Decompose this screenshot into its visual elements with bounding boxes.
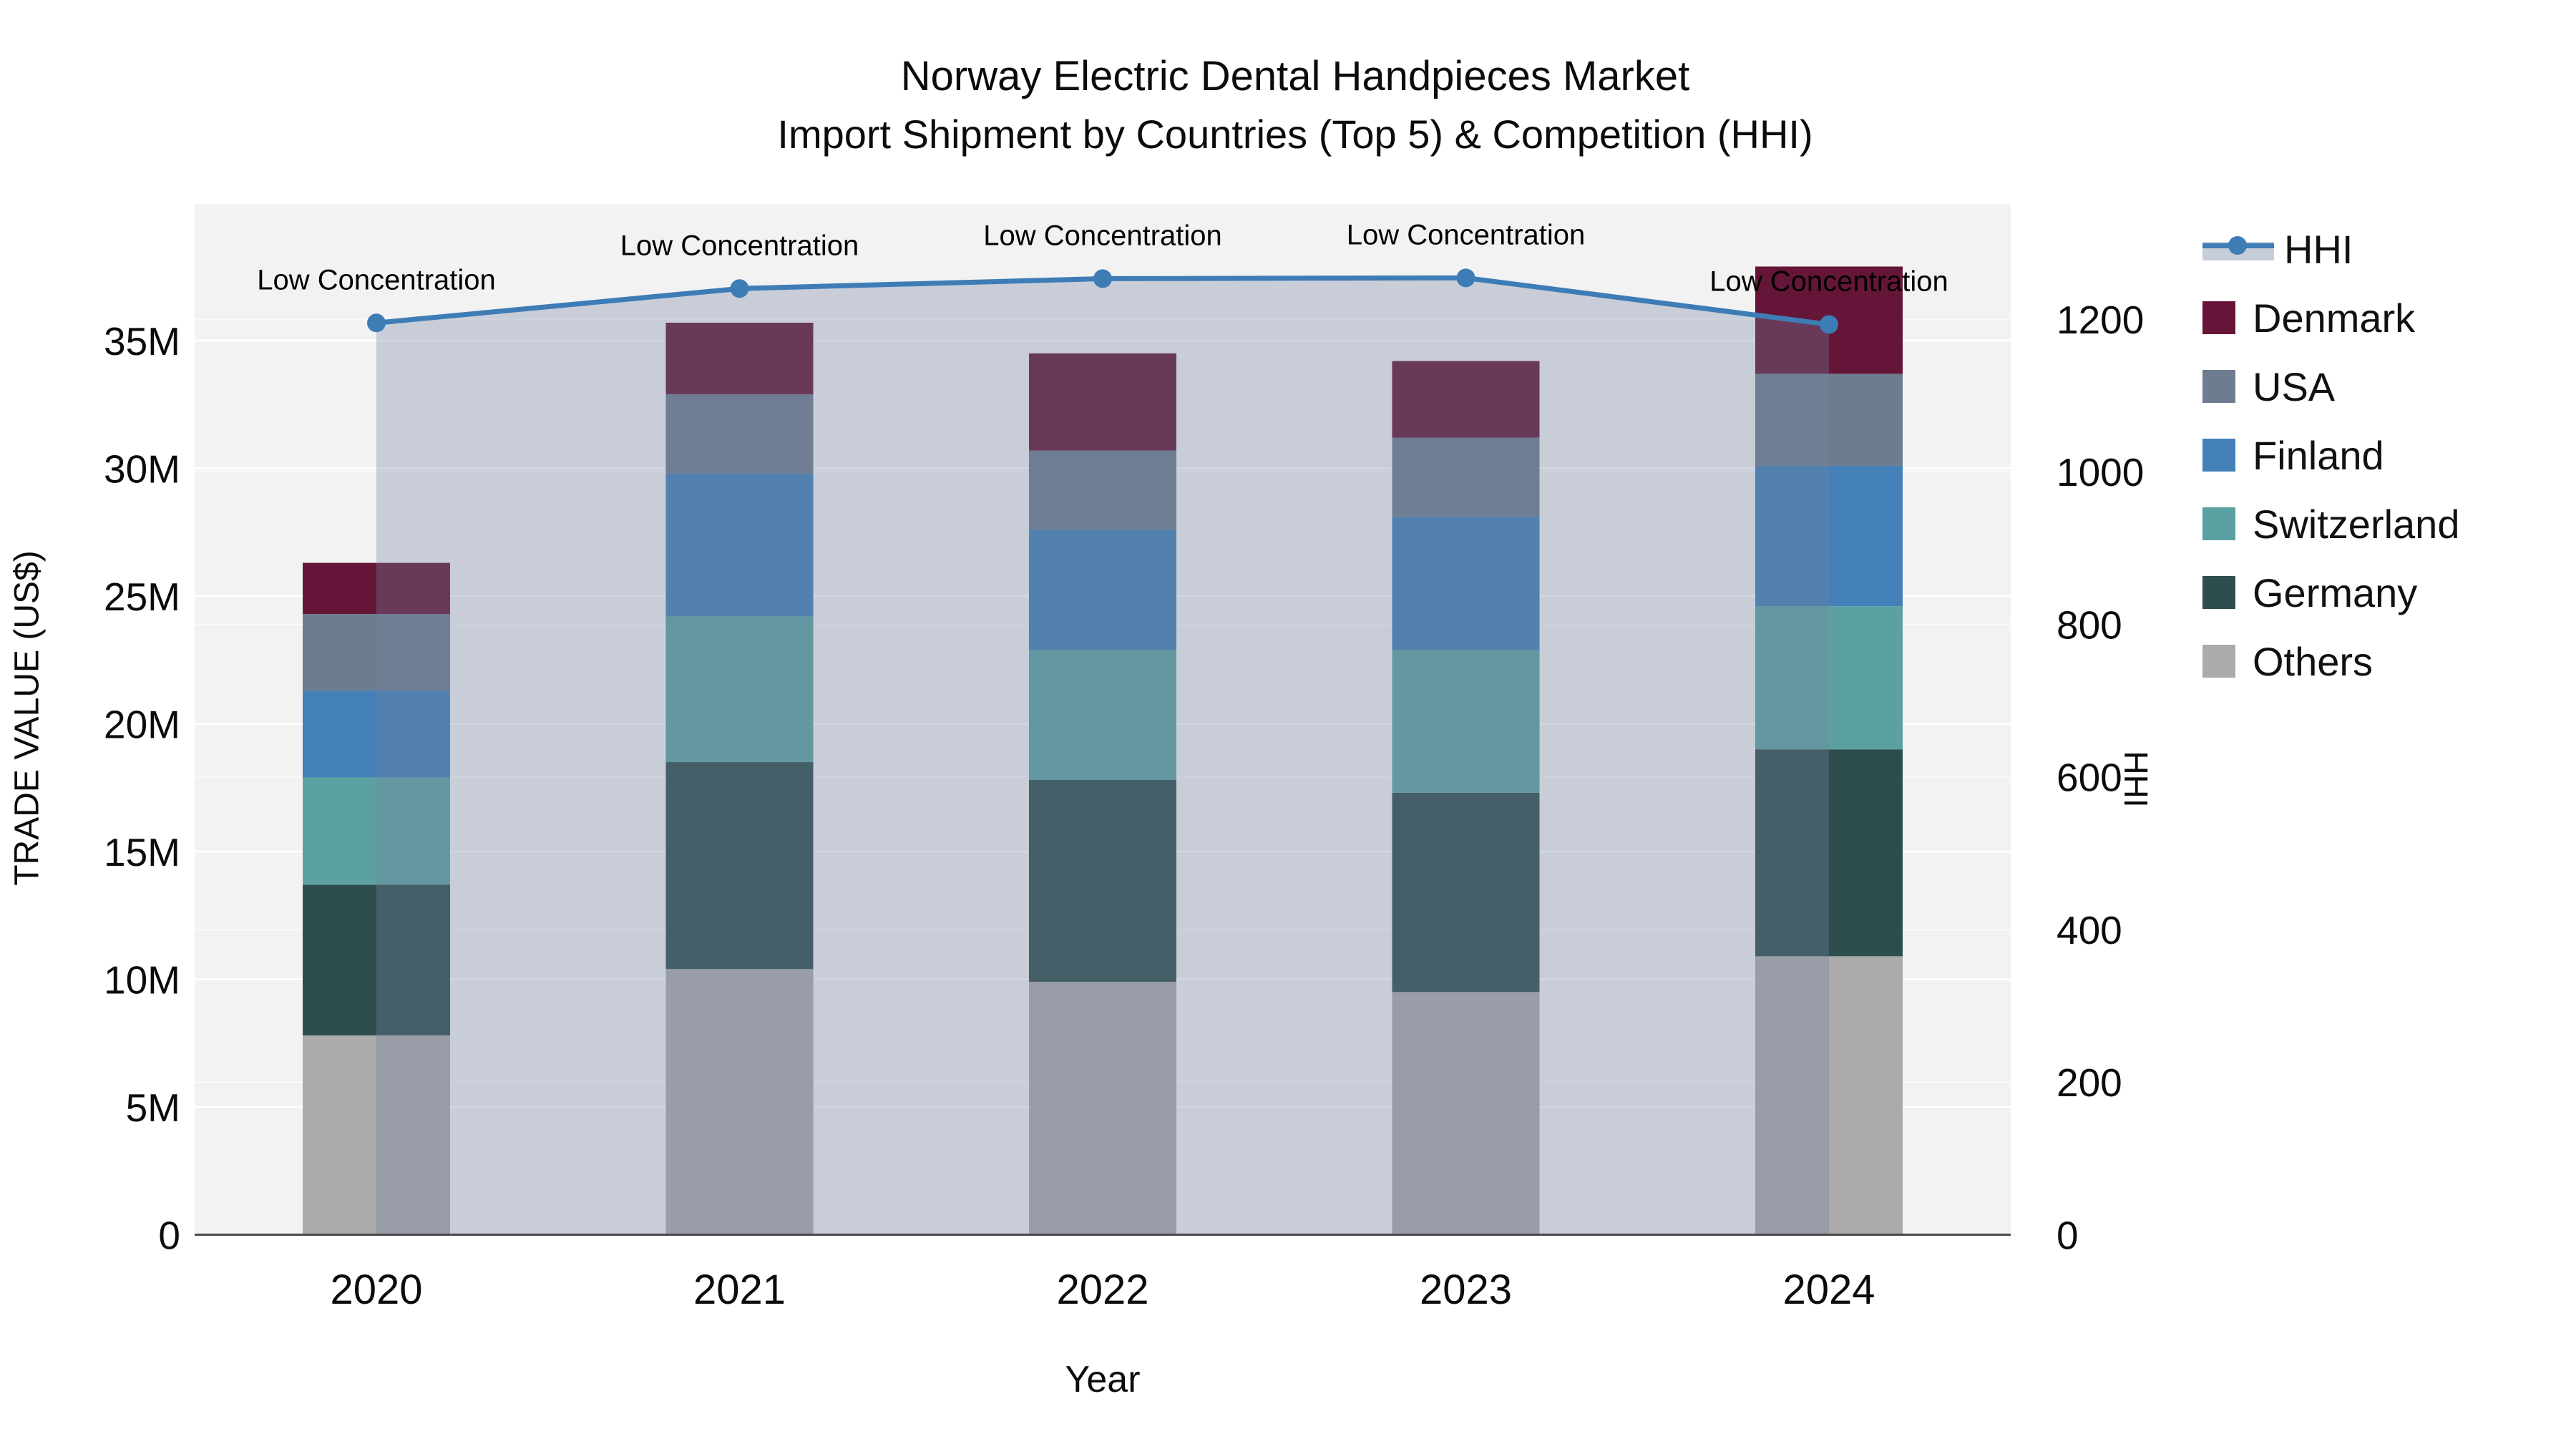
x-tick-label-2023: 2023 <box>1420 1267 1512 1313</box>
bar-segment-switzerland-2020[interactable] <box>303 777 450 885</box>
annotation-2021: Low Concentration <box>620 230 859 261</box>
bar-segment-denmark-2023[interactable] <box>1392 361 1540 438</box>
y2-tick-label: 0 <box>2057 1214 2079 1258</box>
y2-axis-title: HHI <box>2117 751 2155 808</box>
bar-segment-usa-2024[interactable] <box>1755 374 1903 466</box>
y-tick-label: 25M <box>104 575 180 619</box>
bar-segment-germany-2021[interactable] <box>665 762 814 970</box>
bar-segment-switzerland-2023[interactable] <box>1392 649 1540 793</box>
legend-label: Switzerland <box>2253 501 2460 547</box>
bar-segment-others-2020[interactable] <box>303 1035 450 1235</box>
bar-segment-switzerland-2022[interactable] <box>1029 649 1176 781</box>
bar-segment-germany-2024[interactable] <box>1755 749 1903 957</box>
y-tick-label: 35M <box>104 319 180 364</box>
legend-item-switzerland[interactable]: Switzerland <box>2202 489 2459 558</box>
legend: HHI Denmark USA Finland Switzerland Germany Ot… <box>2202 215 2459 696</box>
y2-tick-label: 1000 <box>2057 450 2144 494</box>
bar-segment-denmark-2021[interactable] <box>665 323 814 394</box>
y-tick-label: 15M <box>104 830 180 874</box>
bar-segment-others-2024[interactable] <box>1755 956 1903 1235</box>
legend-item-hhi[interactable]: HHI <box>2202 215 2459 283</box>
x-axis-title: Year <box>1065 1359 1141 1400</box>
bar-segment-finland-2020[interactable] <box>303 691 450 778</box>
legend-item-germany[interactable]: Germany <box>2202 558 2459 627</box>
x-tick-label-2024: 2024 <box>1782 1267 1875 1313</box>
legend-swatch-icon <box>2202 576 2235 609</box>
bar-segment-usa-2023[interactable] <box>1392 437 1540 517</box>
bar-segment-others-2023[interactable] <box>1392 992 1540 1235</box>
bar-segment-switzerland-2021[interactable] <box>665 616 814 763</box>
y-tick-label: 5M <box>126 1085 180 1130</box>
hhi-marker-2024[interactable] <box>1820 315 1838 334</box>
y2-tick-label: 1200 <box>2057 298 2144 342</box>
chart-title-line2: Import Shipment by Countries (Top 5) & C… <box>777 112 1813 157</box>
legend-label: HHI <box>2284 226 2353 272</box>
hhi-area-fill <box>376 278 1829 1235</box>
bar-segment-denmark-2022[interactable] <box>1029 353 1176 451</box>
y-tick-label: 0 <box>158 1214 180 1258</box>
hhi-marker-2021[interactable] <box>730 279 749 298</box>
hhi-marker-2023[interactable] <box>1456 268 1475 288</box>
y-tick-label: 10M <box>104 958 180 1002</box>
y2-tick-label: 600 <box>2057 756 2122 800</box>
bar-segment-usa-2022[interactable] <box>1029 450 1176 530</box>
legend-label: Denmark <box>2253 295 2416 341</box>
legend-swatch-icon <box>2202 439 2235 472</box>
annotation-2020: Low Concentration <box>257 264 496 296</box>
bar-segment-germany-2023[interactable] <box>1392 792 1540 992</box>
bar-segment-germany-2022[interactable] <box>1029 780 1176 982</box>
bar-segment-switzerland-2024[interactable] <box>1755 606 1903 750</box>
bar-segment-others-2021[interactable] <box>665 969 814 1235</box>
legend-item-finland[interactable]: Finland <box>2202 421 2459 489</box>
y2-tick-label: 400 <box>2057 908 2122 952</box>
y-tick-label: 30M <box>104 447 180 492</box>
bar-segment-germany-2020[interactable] <box>303 884 450 1036</box>
legend-item-denmark[interactable]: Denmark <box>2202 283 2459 352</box>
legend-swatch-icon <box>2202 507 2235 540</box>
bar-segment-finland-2022[interactable] <box>1029 530 1176 650</box>
y2-tick-label: 800 <box>2057 602 2122 647</box>
y2-tick-label: 200 <box>2057 1060 2122 1105</box>
legend-item-others[interactable]: Others <box>2202 627 2459 696</box>
annotation-2023: Low Concentration <box>1347 219 1586 250</box>
bar-segment-finland-2024[interactable] <box>1755 465 1903 607</box>
chart-title-line1: Norway Electric Dental Handpieces Market <box>900 53 1690 99</box>
legend-item-usa[interactable]: USA <box>2202 352 2459 421</box>
legend-swatch-icon <box>2202 370 2235 403</box>
legend-label: USA <box>2253 364 2336 409</box>
bar-segment-finland-2021[interactable] <box>665 473 814 617</box>
annotation-2024: Low Concentration <box>1709 265 1948 297</box>
legend-swatch-icon <box>2202 301 2235 334</box>
bar-segment-denmark-2020[interactable] <box>303 562 450 614</box>
y-axis-title: TRADE VALUE (US$) <box>8 550 47 886</box>
x-tick-label-2020: 2020 <box>330 1267 422 1313</box>
bar-segment-usa-2021[interactable] <box>665 394 814 474</box>
legend-label: Finland <box>2253 432 2384 478</box>
x-tick-label-2022: 2022 <box>1056 1267 1148 1313</box>
hhi-line-icon <box>2202 235 2274 263</box>
bar-segment-usa-2020[interactable] <box>303 613 450 691</box>
hhi-marker-2022[interactable] <box>1093 269 1112 288</box>
legend-swatch-icon <box>2202 645 2235 678</box>
legend-label: Others <box>2253 638 2373 684</box>
legend-label: Germany <box>2253 570 2418 615</box>
bar-segment-finland-2023[interactable] <box>1392 517 1540 650</box>
hhi-marker-2020[interactable] <box>367 313 386 333</box>
annotation-2022: Low Concentration <box>983 220 1222 251</box>
y-tick-label: 20M <box>104 703 180 747</box>
x-tick-label-2021: 2021 <box>693 1267 786 1313</box>
bar-segment-others-2022[interactable] <box>1029 982 1176 1235</box>
